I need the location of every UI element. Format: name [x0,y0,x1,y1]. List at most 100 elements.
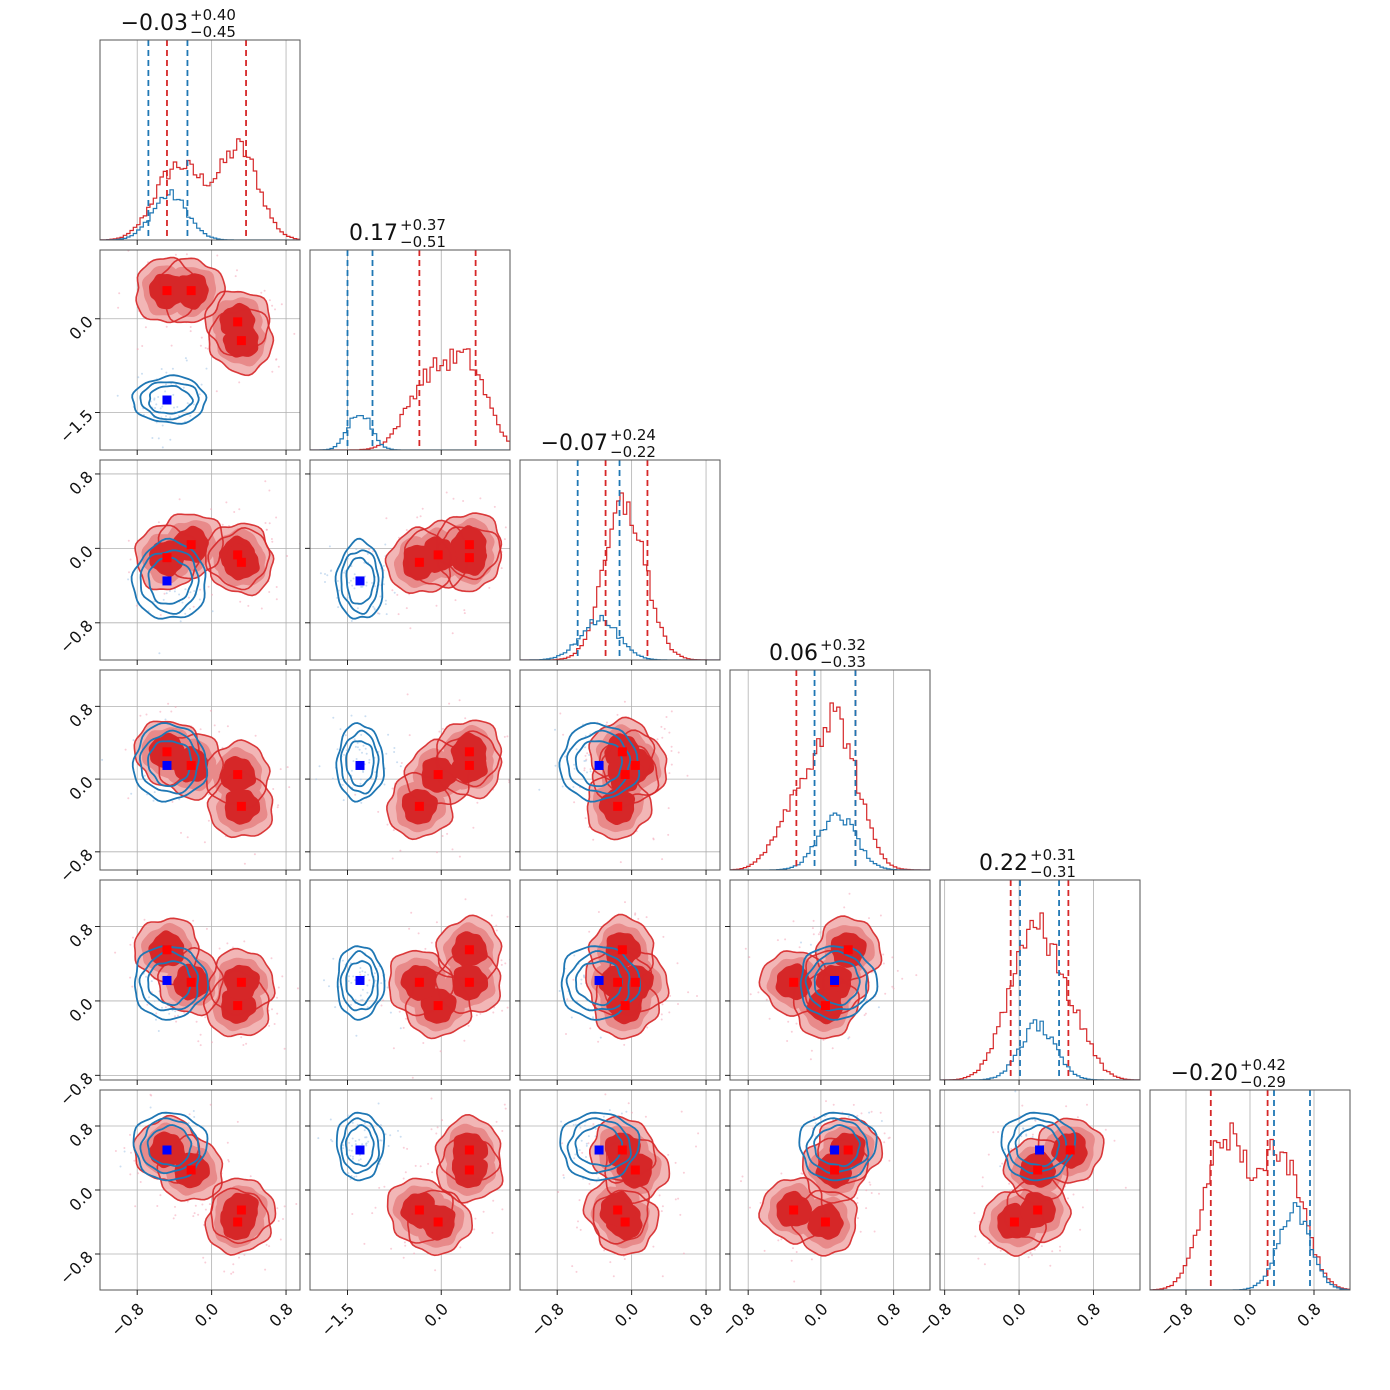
mode-marker-a-4-1-1 [464,977,474,987]
sample-a-1-0 [206,347,209,350]
panel-frame-1-1 [309,249,511,451]
contour-line-a-3-0 [206,770,274,839]
sample-b-3-1 [341,784,344,786]
sample-a-4-0 [245,1042,248,1045]
sample-b-2-1 [374,585,377,588]
sample-a-5-0 [226,1141,229,1144]
sample-a-3-2 [606,721,608,724]
sample-b-2-0 [165,592,168,595]
hist-panel-5: −0.8 0.0 0.8 [1149,1089,1351,1340]
sample-b-5-4 [1014,1090,1017,1093]
sample-a-4-2 [687,991,690,994]
sample-b-3-1 [332,716,335,719]
contour-panel-5-1: −1.5 0.0 [305,1089,520,1340]
sample-b-3-1 [399,765,402,768]
contour-line-b-5-1-1 [340,1117,380,1175]
sample-b-3-2 [589,770,592,773]
sample-b-4-1 [367,973,370,976]
xtick-label-2-1: 0.0 [611,1299,642,1330]
sample-b-4-0 [150,980,153,983]
contour-panel-3-0: −0.8 0.0 0.8 [56,669,301,886]
sample-a-5-3 [780,1172,783,1175]
sample-b-5-2 [585,1142,588,1145]
sample-a-5-4 [978,1220,981,1223]
sample-a-5-1 [518,1183,520,1185]
mode-marker-a-4-1-3 [414,977,424,987]
contour-line-b-4-2-1 [565,950,631,1012]
ytick-label-1-0: −1.5 [56,406,97,447]
sample-a-2-1 [396,593,399,596]
sample-b-2-0 [193,590,196,592]
sample-a-3-1 [503,735,506,738]
sample-b-5-4 [1022,1127,1024,1130]
mode-marker-a-3-2-1 [630,760,640,770]
sample-a-4-0 [85,898,87,900]
sample-a-3-2 [667,807,670,810]
sample-a-1-0 [275,358,278,361]
sample-b-3-2 [561,785,564,788]
sample-a-2-1 [405,607,408,610]
hist-b-5 [1150,1202,1350,1290]
sample-a-5-3 [856,1197,859,1200]
sample-b-4-2 [580,982,583,985]
sample-a-3-1 [392,829,395,832]
mode-marker-a-5-1-3 [414,1205,424,1215]
sample-b-5-1 [361,1143,364,1146]
sample-b-1-0 [205,367,208,370]
sample-b-4-1 [332,957,335,960]
sample-b-3-1 [345,749,348,752]
sample-b-2-1 [384,543,387,546]
mode-marker-a-5-2-0 [617,1145,627,1155]
contour-line-b-4-0-2 [134,945,210,1021]
title-lower-4: −0.31 [1030,863,1076,881]
sample-a-4-0 [296,987,299,990]
contour-line-b-4-2-0 [574,960,624,1006]
sample-b-1-0 [161,405,164,408]
sample-b-4-1 [374,979,377,982]
sample-a-5-4 [1059,1245,1061,1248]
truth-marker-b-4-0 [162,975,172,985]
sample-a-4-1 [398,1010,401,1013]
sample-a-1-0 [234,275,237,278]
sample-b-3-1 [315,778,318,781]
sample-b-1-0 [153,398,156,401]
sample-a-3-2 [668,772,671,775]
sample-a-2-0 [207,585,210,588]
sample-a-3-2 [584,817,587,820]
sample-a-4-1 [511,958,513,960]
sample-a-5-0 [137,1172,140,1175]
sample-a-4-1 [430,941,433,944]
sample-b-4-1 [366,984,369,987]
sample-a-5-4 [1049,1264,1052,1267]
sample-a-4-0 [211,1041,213,1044]
sample-b-5-1 [348,1149,351,1152]
contour-line-a-5-2 [589,1115,657,1184]
sample-b-5-1 [353,1175,356,1178]
sample-b-4-1 [389,1011,392,1014]
sample-a-1-0 [263,289,266,292]
sample-a-1-0 [180,243,182,245]
sample-a-5-4 [1072,1193,1075,1196]
mode-marker-a-5-4-2 [1009,1217,1019,1227]
title-value-1: 0.17 [349,221,398,246]
title-value-2: −0.07 [541,431,608,456]
sample-a-2-0 [275,598,278,601]
sample-b-4-2 [592,1016,594,1019]
mode-marker-a-3-2-0 [617,747,627,757]
sample-b-4-2 [558,990,561,992]
contour-line-b-5-3-2 [798,1111,878,1182]
sample-b-3-2 [586,771,588,774]
contour-line-a-4-1 [404,971,473,1040]
panel-frame-3-3 [729,669,931,871]
sample-a-2-0 [268,591,271,593]
sample-a-1-0 [196,246,198,248]
sample-b-3-1 [362,769,364,772]
sample-b-4-1 [361,988,364,991]
sample-a-5-2 [627,1102,630,1105]
sample-a-5-2 [682,1252,685,1255]
sample-a-2-1 [416,516,419,519]
sample-a-4-0 [129,976,132,979]
mode-marker-a-3-0-0 [162,747,172,757]
sample-a-2-0 [159,614,162,616]
sample-b-5-2 [573,1157,576,1160]
